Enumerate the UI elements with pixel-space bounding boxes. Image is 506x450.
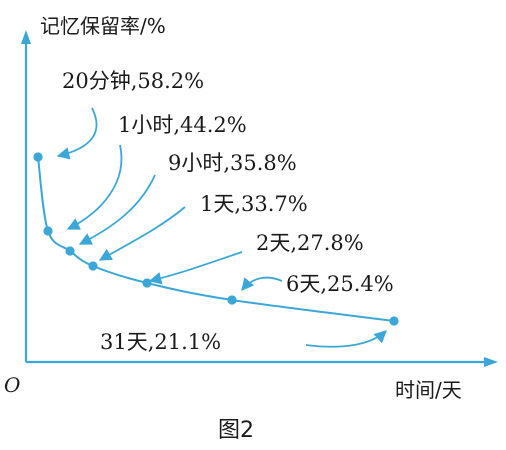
- data-point: [88, 261, 98, 271]
- data-point: [227, 295, 237, 305]
- data-label-1h: 1小时,44.2%: [118, 113, 247, 137]
- data-point: [389, 316, 399, 326]
- origin-label: O: [4, 373, 20, 397]
- data-point: [65, 246, 75, 256]
- callout-arrows: [56, 107, 387, 348]
- data-label-31d: 31天,21.1%: [100, 330, 221, 354]
- callout-arrow-9h: [78, 174, 156, 245]
- data-label-9h: 9小时,35.8%: [168, 151, 297, 175]
- data-point: [142, 278, 152, 288]
- callout-arrow-6d: [241, 276, 283, 291]
- callout-arrow-1d: [98, 206, 186, 261]
- data-label-2d: 2天,27.8%: [256, 231, 364, 255]
- x-axis-title: 时间/天: [395, 378, 462, 402]
- callout-arrow-1h: [66, 144, 123, 230]
- callout-arrow-31d: [305, 330, 387, 348]
- data-point: [43, 226, 53, 236]
- y-axis-title: 记忆保留率/%: [40, 14, 166, 38]
- figure-caption: 图2: [218, 418, 254, 443]
- callout-arrow-20min: [56, 107, 98, 160]
- callout-arrow-2d: [148, 251, 243, 285]
- data-labels: 20分钟,58.2% 1小时,44.2% 9小时,35.8% 1天,33.7% …: [62, 69, 394, 354]
- axes: [21, 30, 498, 367]
- x-axis-arrow: [484, 357, 498, 367]
- y-axis-arrow: [21, 30, 31, 44]
- data-label-6d: 6天,25.4%: [286, 272, 394, 296]
- data-label-1d: 1天,33.7%: [200, 192, 308, 216]
- data-point: [33, 152, 43, 162]
- data-label-20min: 20分钟,58.2%: [62, 69, 204, 93]
